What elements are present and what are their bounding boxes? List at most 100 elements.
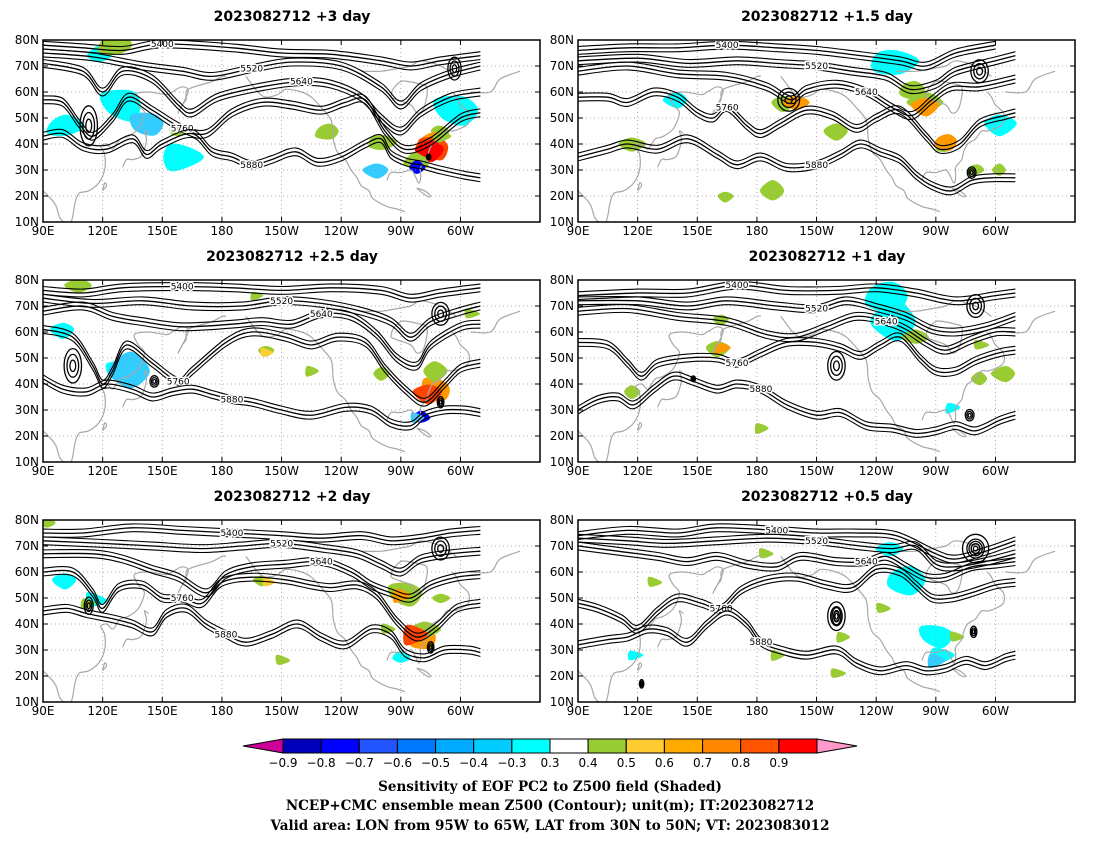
lon-tick-label: 90E [32, 464, 55, 478]
contour-label: 5400 [726, 281, 749, 291]
z500-contour [578, 379, 1016, 438]
coastline [637, 662, 643, 672]
coastline [121, 130, 149, 168]
colorbar-label: 0.4 [579, 756, 598, 770]
lon-tick-label: 180 [745, 704, 768, 718]
lon-tick-label: 60W [982, 224, 1009, 238]
map-panel: 2023082712 +3 day5400552056405760588080N… [15, 9, 541, 238]
lon-tick-label: 120W [324, 224, 359, 238]
contour-label: 5760 [716, 104, 739, 114]
closed-contour [150, 376, 158, 386]
lon-tick-label: 150E [147, 224, 178, 238]
sensitivity-shading [43, 520, 56, 528]
panel-frame [577, 279, 1076, 463]
colorbar-swatch [663, 738, 704, 754]
z500-contour [578, 303, 1016, 337]
coastline [390, 560, 428, 594]
closed-contour [447, 56, 462, 81]
z500-contour [578, 545, 1016, 580]
closed-contour [780, 91, 797, 109]
z500-contour [43, 282, 481, 295]
z500-contour [43, 96, 481, 151]
colorbar: −0.9 −0.8 −0.7 −0.6 −0.5 −0.4 −0.3 0.3 0.4 0.5 0.6… [242, 738, 858, 770]
z500-contour [43, 527, 481, 542]
z500-contour [578, 40, 996, 63]
lon-tick-label: 180 [745, 464, 768, 478]
coastline [1005, 550, 1056, 574]
closed-contour [638, 678, 645, 689]
sensitivity-shading [927, 653, 946, 669]
closed-contour [85, 118, 93, 134]
lat-tick-label: 40N [15, 137, 39, 151]
sensitivity-shading [46, 114, 85, 137]
map-panel: 2023082712 +1.5 day 5400 5520 5640 5760 5880 8… [550, 9, 1076, 238]
closed-contour [829, 606, 843, 627]
colorbar-label: −0.6 [383, 756, 412, 770]
z500-contour [43, 552, 481, 599]
lon-tick-label: 90W [387, 464, 414, 478]
closed-contour [437, 544, 445, 554]
lat-tick-label: 60N [550, 85, 574, 99]
coastline [390, 320, 428, 354]
z500-contour [43, 62, 481, 132]
map-background [43, 40, 540, 222]
coastline [102, 422, 108, 432]
contour-label: 5640 [310, 558, 333, 568]
sensitivity-shading [163, 143, 204, 172]
lon-tick-label: 150W [264, 224, 299, 238]
z500-contour [578, 299, 1016, 333]
coastline [925, 80, 963, 114]
z500-contour [43, 47, 481, 71]
lat-tick-label: 20N [15, 669, 39, 683]
z500-contour [578, 340, 1016, 381]
sensitivity-shading [870, 49, 920, 76]
z500-contour [43, 328, 481, 403]
closed-contour [427, 642, 434, 652]
lon-tick-label: 60W [447, 464, 474, 478]
z500-contour [578, 567, 1016, 630]
closed-contour [431, 301, 450, 326]
closed-contour [82, 111, 96, 140]
lat-tick-label: 50N [550, 351, 574, 365]
z500-contour [43, 374, 481, 423]
sensitivity-shading [770, 650, 785, 661]
z500-contour [578, 69, 1016, 121]
coastline [1005, 310, 1056, 334]
z500-contour [578, 142, 1016, 196]
z500-contour [43, 566, 481, 634]
closed-contour [966, 538, 985, 559]
closed-contour [827, 350, 846, 381]
z500-contour [43, 289, 481, 303]
sensitivity-shading [97, 40, 133, 56]
z500-contour [43, 100, 481, 155]
z500-contour [43, 569, 481, 638]
lon-tick-label: 90E [32, 224, 55, 238]
contour-label: 5520 [805, 305, 828, 315]
closed-contour [967, 412, 972, 418]
z500-contour [43, 607, 481, 659]
z500-contour [578, 303, 1016, 347]
lat-tick-label: 80N [550, 273, 574, 287]
lon-tick-label: 60W [982, 704, 1009, 718]
z500-contour [578, 134, 1016, 188]
closed-contour [969, 170, 974, 176]
z500-contour [578, 527, 1016, 560]
z500-contour [43, 603, 481, 655]
colorbar-swatch [778, 738, 818, 754]
sensitivity-shading [464, 308, 481, 319]
coastline [470, 310, 521, 334]
colorbar-label: 0.5 [617, 756, 636, 770]
z500-contour [578, 65, 1016, 117]
colorbar-label: −0.4 [459, 756, 488, 770]
closed-contour [436, 395, 445, 409]
z500-contour [43, 301, 481, 342]
lon-tick-label: 60W [447, 704, 474, 718]
contour-label: 5640 [290, 78, 313, 88]
contour-label: 5520 [805, 62, 828, 72]
z500-contour [43, 309, 481, 371]
closed-contour [691, 377, 695, 381]
colorbar-label: −0.5 [421, 756, 450, 770]
lon-tick-label: 60W [982, 464, 1009, 478]
lon-tick-label: 120E [87, 464, 118, 478]
colorbar-swatch [625, 738, 665, 754]
